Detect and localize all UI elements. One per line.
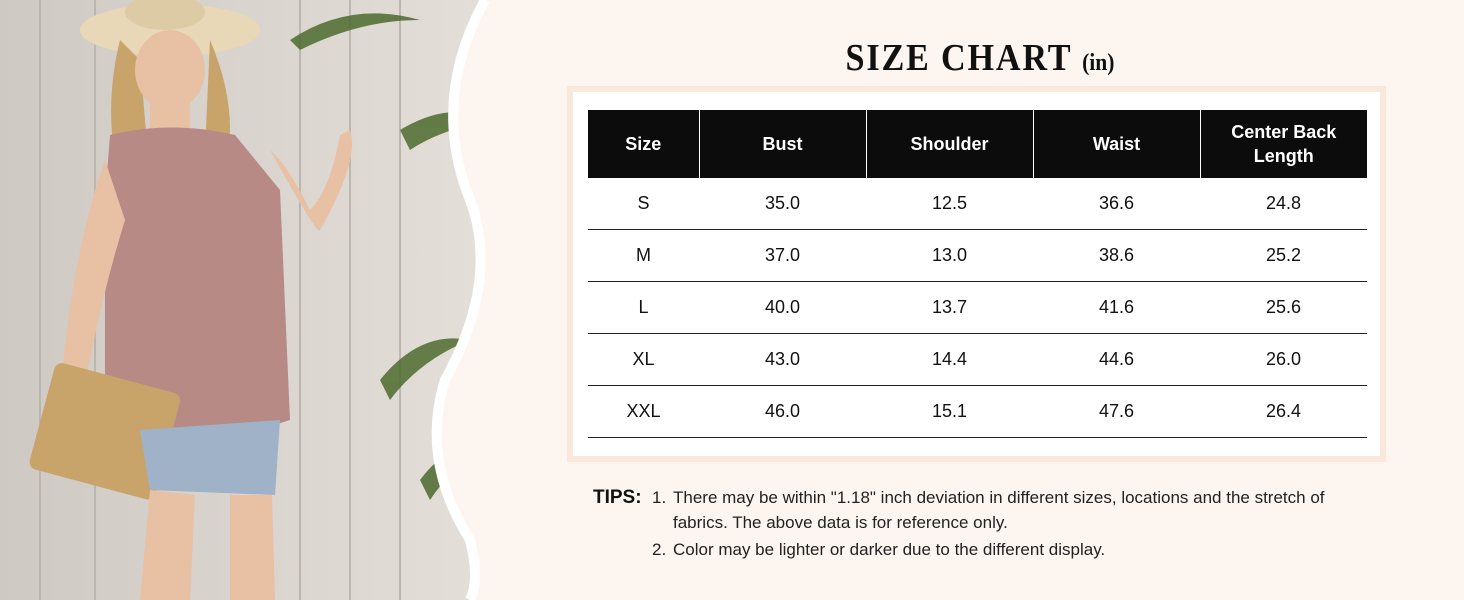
cell-shoulder: 14.4 bbox=[866, 333, 1033, 386]
cell-shoulder: 13.7 bbox=[866, 281, 1033, 334]
table-row: XXL 46.0 15.1 47.6 26.4 bbox=[588, 385, 1367, 438]
tip-1-line-1: There may be within "1.18" inch deviatio… bbox=[673, 488, 1325, 507]
cell-size: M bbox=[588, 229, 699, 282]
cell-size: XXL bbox=[588, 385, 699, 438]
size-table-frame: Size Bust Shoulder Waist Center Back Len… bbox=[567, 86, 1386, 462]
cell-shoulder: 13.0 bbox=[866, 229, 1033, 282]
cell-bust: 35.0 bbox=[699, 178, 866, 230]
header-center-back-length-text: Center Back Length bbox=[1231, 122, 1337, 166]
cell-center-back-length: 26.0 bbox=[1200, 333, 1367, 386]
table-row: XL 43.0 14.4 44.6 26.0 bbox=[588, 333, 1367, 386]
cell-waist: 47.6 bbox=[1033, 385, 1200, 438]
tip-2-line-1: Color may be lighter or darker due to th… bbox=[673, 540, 1106, 559]
size-chart-title: SIZE CHART (in) bbox=[728, 36, 1232, 80]
cell-size: L bbox=[588, 281, 699, 334]
cell-center-back-length: 25.6 bbox=[1200, 281, 1367, 334]
tips-label: TIPS: bbox=[593, 487, 642, 508]
cell-size: S bbox=[588, 178, 699, 230]
cell-center-back-length: 24.8 bbox=[1200, 178, 1367, 230]
cell-bust: 46.0 bbox=[699, 385, 866, 438]
header-center-back-length: Center Back Length bbox=[1199, 110, 1367, 178]
cell-center-back-length: 26.4 bbox=[1200, 385, 1367, 438]
table-header-row: Size Bust Shoulder Waist Center Back Len… bbox=[588, 110, 1367, 178]
cell-shoulder: 15.1 bbox=[866, 385, 1033, 438]
size-table: Size Bust Shoulder Waist Center Back Len… bbox=[588, 110, 1367, 438]
cell-bust: 37.0 bbox=[699, 229, 866, 282]
cell-shoulder: 12.5 bbox=[866, 178, 1033, 230]
header-shoulder: Shoulder bbox=[865, 110, 1033, 178]
unit-label: (in) bbox=[1082, 50, 1115, 76]
cell-waist: 41.6 bbox=[1033, 281, 1200, 334]
table-row: S 35.0 12.5 36.6 24.8 bbox=[588, 178, 1367, 230]
cell-size: XL bbox=[588, 333, 699, 386]
cell-bust: 40.0 bbox=[699, 281, 866, 334]
header-size: Size bbox=[588, 110, 699, 178]
cell-bust: 43.0 bbox=[699, 333, 866, 386]
cell-waist: 44.6 bbox=[1033, 333, 1200, 386]
product-model-photo bbox=[0, 0, 500, 600]
tip-2-number: 2. bbox=[652, 540, 667, 559]
cell-center-back-length: 25.2 bbox=[1200, 229, 1367, 282]
table-row: M 37.0 13.0 38.6 25.2 bbox=[588, 229, 1367, 282]
header-waist: Waist bbox=[1032, 110, 1200, 178]
tip-1-line-2: fabrics. The above data is for reference… bbox=[673, 513, 1008, 532]
cell-waist: 38.6 bbox=[1033, 229, 1200, 282]
header-bust: Bust bbox=[698, 110, 866, 178]
title-text: SIZE CHART bbox=[845, 37, 1072, 79]
table-row: L 40.0 13.7 41.6 25.6 bbox=[588, 281, 1367, 334]
tip-1-number: 1. bbox=[652, 488, 667, 507]
cell-waist: 36.6 bbox=[1033, 178, 1200, 230]
